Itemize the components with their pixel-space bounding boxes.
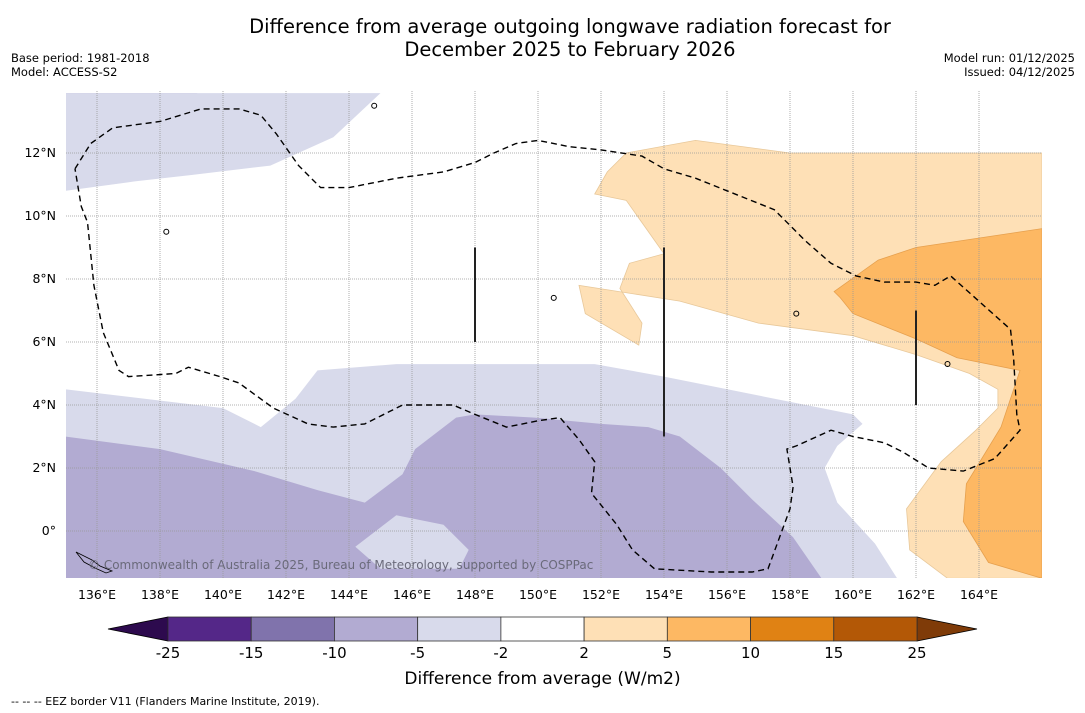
lat-tick-label: 8°N xyxy=(32,271,56,286)
colorbar-bin xyxy=(500,616,585,642)
lon-tick-label: 152°E xyxy=(581,587,620,602)
colorbar-under-extension xyxy=(107,616,169,642)
lon-tick-label: 154°E xyxy=(644,587,683,602)
lon-tick-label: 158°E xyxy=(770,587,809,602)
colorbar-tick-label: 5 xyxy=(662,644,673,662)
colorbar-label: Difference from average (W/m2) xyxy=(404,669,681,689)
lon-tick-label: 140°E xyxy=(203,587,242,602)
lon-tick-label: 162°E xyxy=(896,587,935,602)
lon-tick-label: 136°E xyxy=(77,587,116,602)
colorbar-bin xyxy=(750,616,835,642)
island-outline xyxy=(944,361,951,368)
colorbar-bin xyxy=(666,616,751,642)
island-outline xyxy=(75,551,114,574)
colorbar xyxy=(107,616,978,642)
lon-tick-label: 138°E xyxy=(140,587,179,602)
gridlines xyxy=(66,91,1042,578)
island-outline xyxy=(371,102,378,109)
lon-tick-label: 144°E xyxy=(329,587,368,602)
title-line-1: Difference from average outgoing longwav… xyxy=(249,15,891,38)
region-5_to_10 xyxy=(833,228,1042,578)
model-name: Model: ACCESS-S2 xyxy=(11,65,118,79)
colorbar-bin xyxy=(417,616,502,642)
colorbar-tick-label: -5 xyxy=(410,644,426,662)
anomaly-regions xyxy=(66,93,1042,578)
lon-tick-label: 142°E xyxy=(266,587,305,602)
colorbar-tick-label: -10 xyxy=(322,644,347,662)
islands xyxy=(75,102,951,574)
lat-tick-label: 10°N xyxy=(24,208,56,223)
lon-tick-label: 146°E xyxy=(392,587,431,602)
lat-tick-label: 0° xyxy=(41,523,56,538)
chart-title: Difference from average outgoing longwav… xyxy=(0,15,1085,61)
lat-tick-label: 12°N xyxy=(24,145,56,160)
eez-border-line xyxy=(74,108,1021,573)
island-outline xyxy=(163,228,170,235)
region--10_to_-5 xyxy=(66,414,822,578)
lon-tick-label: 150°E xyxy=(518,587,557,602)
lon-tick-label: 160°E xyxy=(833,587,872,602)
colorbar-tick-label: -2 xyxy=(493,644,509,662)
lat-tick-label: 4°N xyxy=(32,397,56,412)
title-line-2: December 2025 to February 2026 xyxy=(404,38,736,61)
eez-note: -- -- -- EEZ border V11 (Flanders Marine… xyxy=(11,695,320,708)
colorbar-tick-label: -15 xyxy=(238,644,264,662)
lat-tick-label: 2°N xyxy=(32,460,56,475)
eez-border xyxy=(74,108,1021,573)
colorbar-bin xyxy=(250,616,335,642)
lon-tick-label: 148°E xyxy=(455,587,494,602)
colorbar-bin xyxy=(583,616,668,642)
meta-right: Model run: 01/12/2025 Issued: 04/12/2025 xyxy=(944,51,1075,79)
region--5_to_-2 xyxy=(355,515,469,569)
lat-tick-label: 6°N xyxy=(32,334,56,349)
vertical-markers xyxy=(474,247,917,437)
meta-left: Base period: 1981-2018 Model: ACCESS-S2 xyxy=(11,51,150,79)
copyright-notice: © Commonwealth of Australia 2025, Bureau… xyxy=(88,558,594,572)
lon-tick-label: 156°E xyxy=(707,587,746,602)
model-run: Model run: 01/12/2025 xyxy=(943,51,1075,65)
colorbar-bin xyxy=(334,616,419,642)
issued-date: Issued: 04/12/2025 xyxy=(964,65,1075,79)
island-outline xyxy=(550,294,557,301)
lon-tick-label: 164°E xyxy=(959,587,998,602)
base-period: Base period: 1981-2018 xyxy=(11,51,150,65)
colorbar-tick-label: 15 xyxy=(824,644,844,662)
island-outline xyxy=(793,310,800,317)
colorbar-over-extension xyxy=(916,616,978,642)
colorbar-tick-label: 2 xyxy=(579,644,589,662)
colorbar-bin xyxy=(833,616,918,642)
colorbar-tick-label: 25 xyxy=(907,644,927,662)
colorbar-tick-label: 10 xyxy=(741,644,761,662)
colorbar-tick-label: -25 xyxy=(155,644,181,662)
colorbar-bin xyxy=(167,616,252,642)
